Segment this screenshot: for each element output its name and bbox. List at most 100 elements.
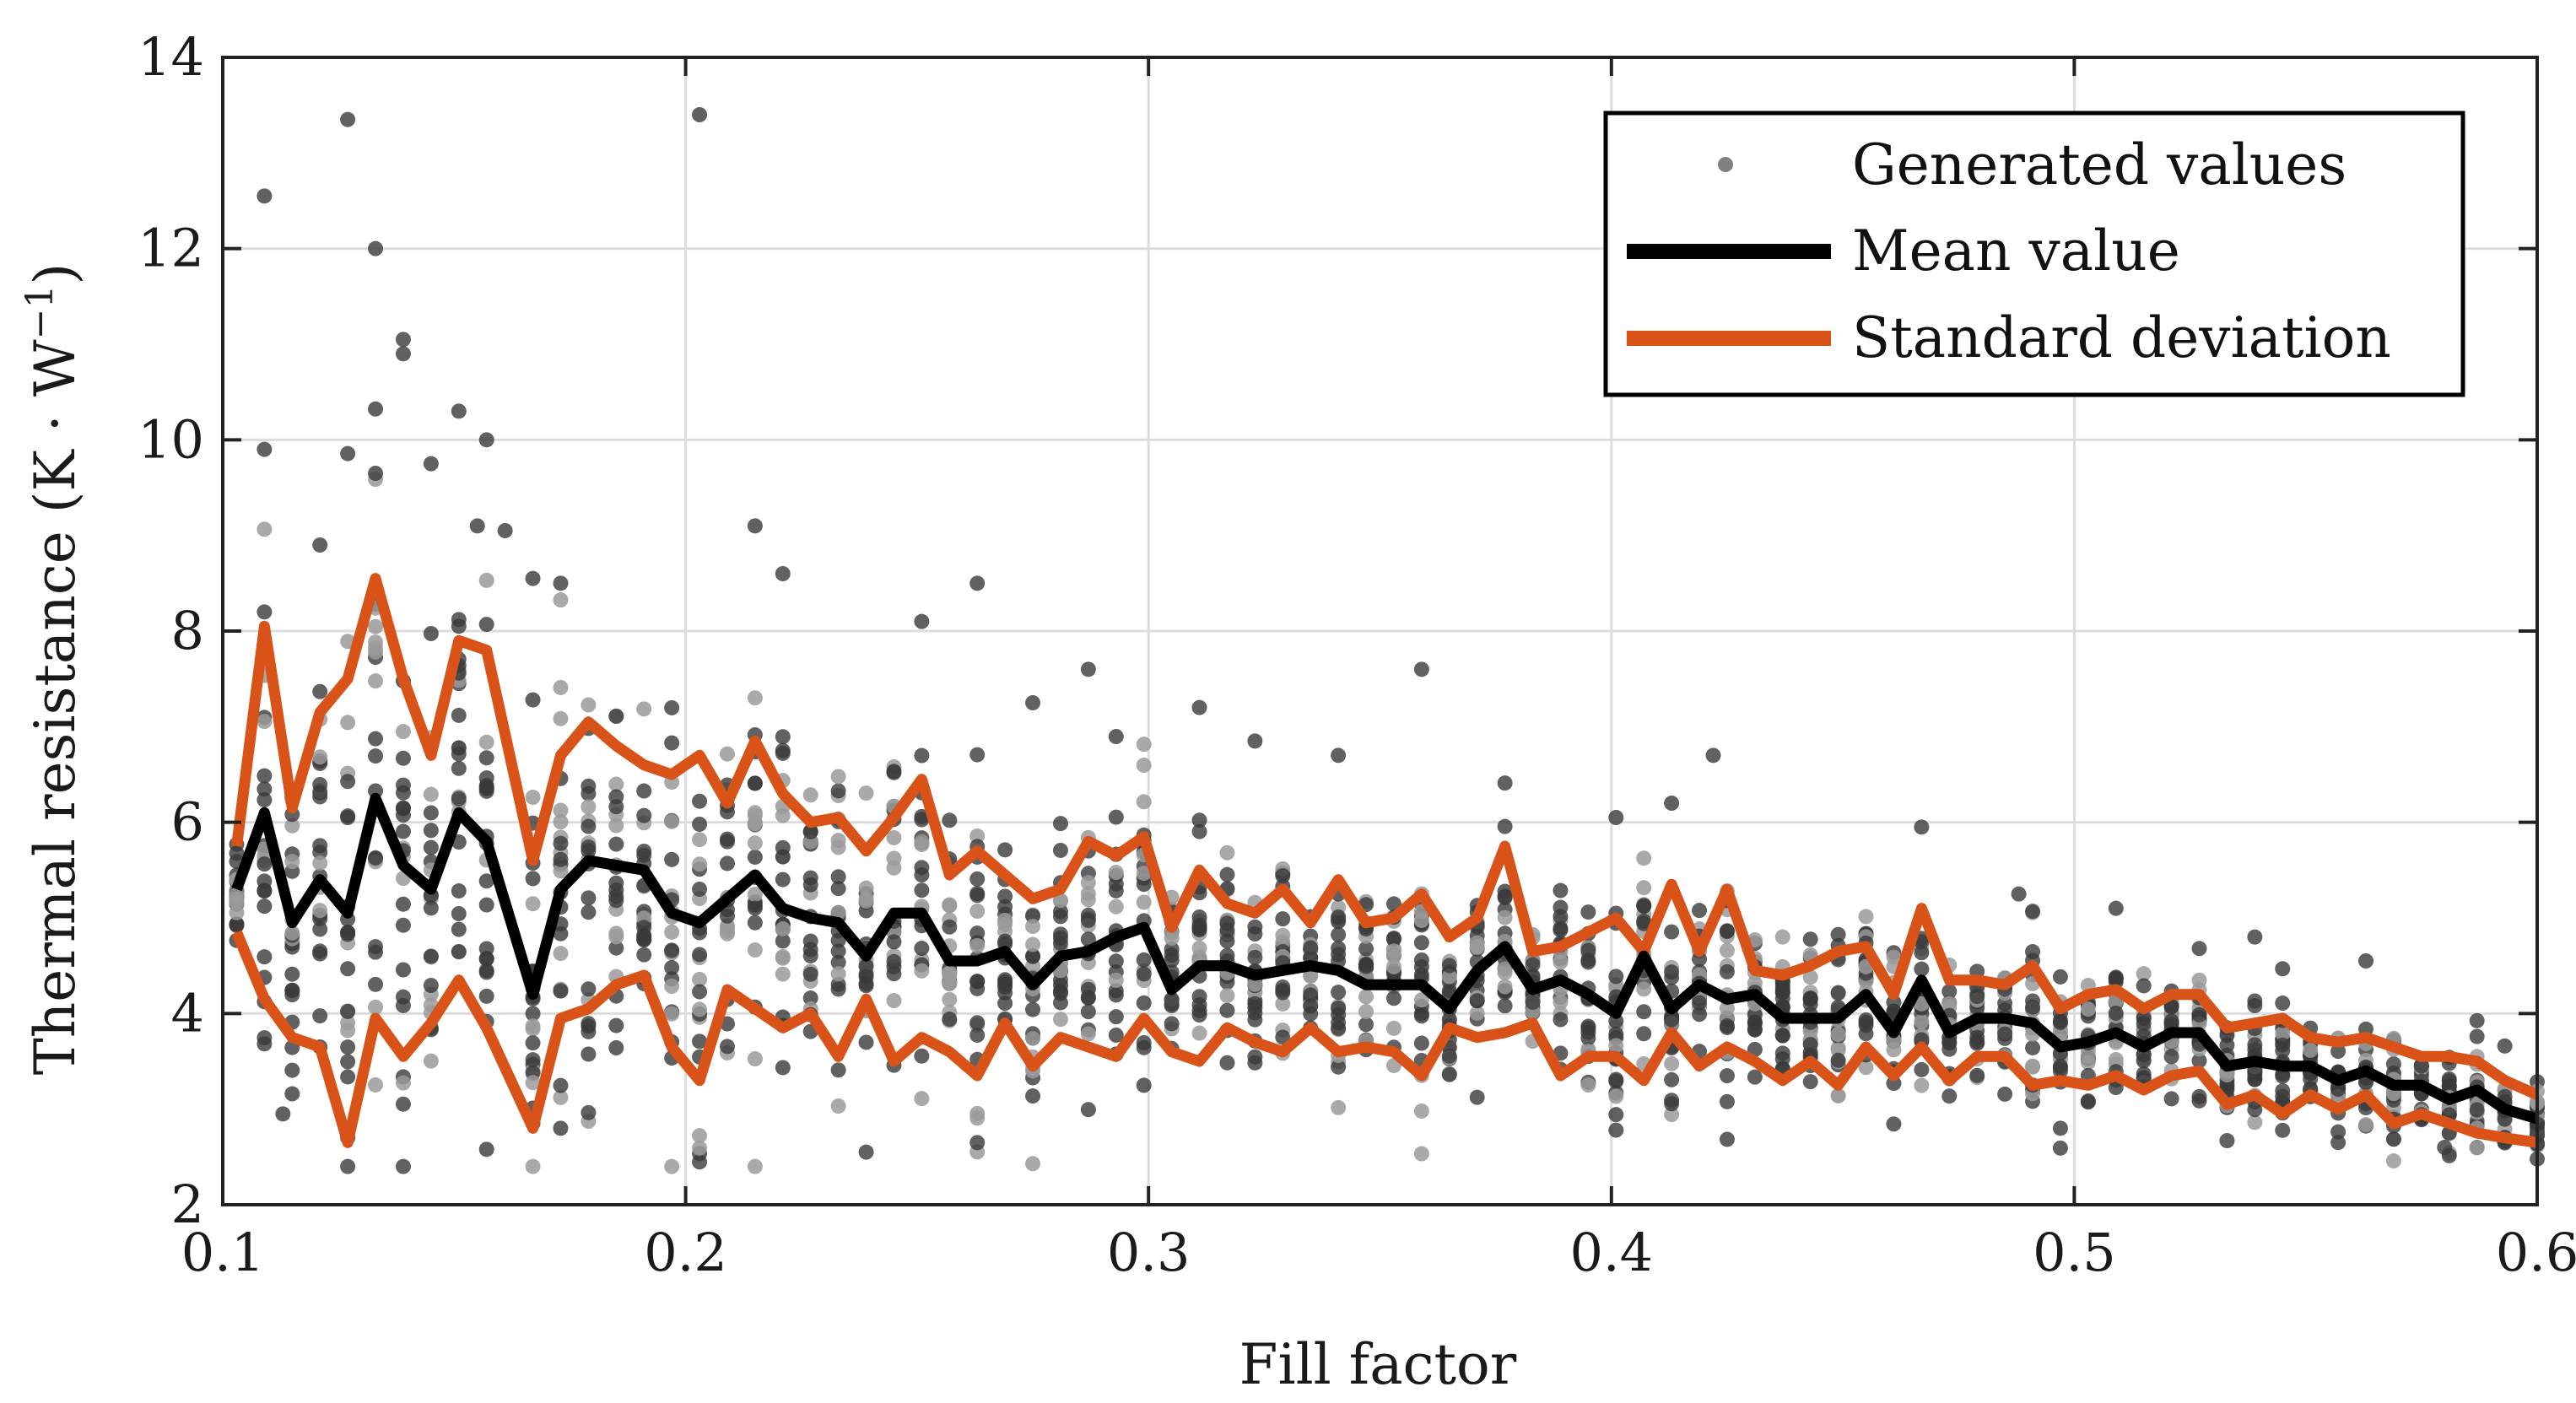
scatter-point xyxy=(692,832,708,848)
scatter-point xyxy=(886,953,902,969)
scatter-point xyxy=(914,941,930,957)
scatter-point xyxy=(395,1075,411,1091)
scatter-point xyxy=(478,770,494,786)
scatter-point xyxy=(312,855,328,871)
y-axis-title-main: Thermal resistance (K · W xyxy=(23,339,88,1075)
scatter-point xyxy=(1303,1006,1319,1022)
scatter-point xyxy=(2191,1006,2207,1023)
scatter-point xyxy=(1080,912,1096,928)
scatter-point xyxy=(1608,969,1624,985)
scatter-point xyxy=(284,818,300,834)
scatter-point xyxy=(664,1158,680,1174)
scatter-point xyxy=(229,904,245,920)
scatter-point xyxy=(525,1158,541,1174)
scatter-point xyxy=(2108,900,2124,916)
scatter-point xyxy=(340,445,356,461)
scatter-point xyxy=(1136,966,1152,982)
scatter-point xyxy=(423,900,439,916)
scatter-point xyxy=(1247,1012,1263,1028)
scatter-point xyxy=(747,816,763,832)
scatter-point xyxy=(1692,903,1708,919)
scatter-point xyxy=(257,882,273,898)
scatter-point xyxy=(1441,1066,1457,1082)
scatter-point xyxy=(858,1144,874,1160)
scatter-point xyxy=(451,921,467,937)
scatter-point xyxy=(497,523,513,538)
scatter-point xyxy=(1413,1146,1429,1162)
scatter-point xyxy=(1164,942,1180,958)
scatter-point xyxy=(1219,1002,1235,1018)
scatter-point xyxy=(1969,1029,1985,1045)
scatter-point xyxy=(1858,909,1874,925)
scatter-point xyxy=(257,792,273,808)
x-tick-label: 0.6 xyxy=(2496,1222,2576,1283)
scatter-point xyxy=(914,613,930,629)
scatter-point xyxy=(257,604,273,620)
scatter-point xyxy=(2497,1038,2513,1054)
scatter-point xyxy=(1108,972,1124,988)
scatter-point xyxy=(1608,1107,1624,1123)
scatter-point xyxy=(802,787,818,803)
scatter-point xyxy=(1025,1030,1041,1046)
x-tick-label: 0.2 xyxy=(644,1222,727,1283)
scatter-point xyxy=(284,966,300,982)
scatter-point xyxy=(719,925,735,942)
scatter-point xyxy=(1469,938,1485,954)
scatter-point xyxy=(1553,922,1569,938)
scatter-point xyxy=(1052,995,1068,1011)
scatter-point xyxy=(2469,1028,2485,1044)
scatter-point xyxy=(2163,999,2179,1015)
scatter-point xyxy=(423,1053,439,1069)
scatter-point xyxy=(1025,1156,1041,1172)
scatter-point xyxy=(581,839,597,855)
scatter-point xyxy=(581,697,597,713)
scatter-point xyxy=(395,823,411,839)
scatter-point xyxy=(858,893,874,909)
scatter-point xyxy=(1247,976,1263,992)
scatter-point xyxy=(525,1052,541,1068)
scatter-point xyxy=(608,925,624,942)
scatter-point xyxy=(692,107,708,122)
scatter-point xyxy=(581,1046,597,1062)
scatter-point xyxy=(2163,1091,2179,1107)
scatter-point xyxy=(553,802,569,818)
scatter-point xyxy=(2385,1056,2401,1072)
scatter-point xyxy=(1858,1060,1874,1076)
scatter-point xyxy=(1580,942,1596,958)
scatter-point xyxy=(1025,936,1041,952)
scatter-point xyxy=(747,805,763,821)
scatter-point xyxy=(368,673,384,689)
scatter-point xyxy=(1413,992,1429,1008)
scatter-point xyxy=(1052,909,1068,925)
scatter-point xyxy=(1719,942,1735,958)
scatter-point xyxy=(969,937,986,953)
scatter-point xyxy=(340,925,356,941)
scatter-point xyxy=(636,843,652,859)
scatter-point xyxy=(969,747,986,763)
scatter-point xyxy=(312,903,328,919)
scatter-point xyxy=(1219,844,1235,861)
scatter-point xyxy=(858,1034,874,1050)
scatter-point xyxy=(2330,1044,2346,1060)
scatter-point xyxy=(1247,949,1263,965)
scatter-point xyxy=(1969,1067,1985,1083)
scatter-point xyxy=(747,887,763,903)
scatter-point xyxy=(1025,1088,1041,1104)
scatter-point xyxy=(1108,865,1124,881)
scatter-point xyxy=(478,572,494,588)
scatter-point xyxy=(1441,958,1457,974)
scatter-point xyxy=(802,966,818,982)
scatter-point xyxy=(451,760,467,776)
scatter-point xyxy=(1080,875,1096,891)
scatter-point xyxy=(1441,969,1457,985)
scatter-point xyxy=(692,1001,708,1017)
legend-label-generated-values: Generated values xyxy=(1852,132,2346,197)
scatter-point xyxy=(1108,809,1124,825)
scatter-point xyxy=(1136,1034,1152,1050)
scatter-point xyxy=(692,971,708,987)
scatter-point xyxy=(775,871,791,888)
scatter-point xyxy=(478,750,494,766)
legend: Generated values Mean value Standard dev… xyxy=(1603,111,2465,397)
scatter-point xyxy=(914,808,930,824)
scatter-point xyxy=(525,1075,541,1091)
